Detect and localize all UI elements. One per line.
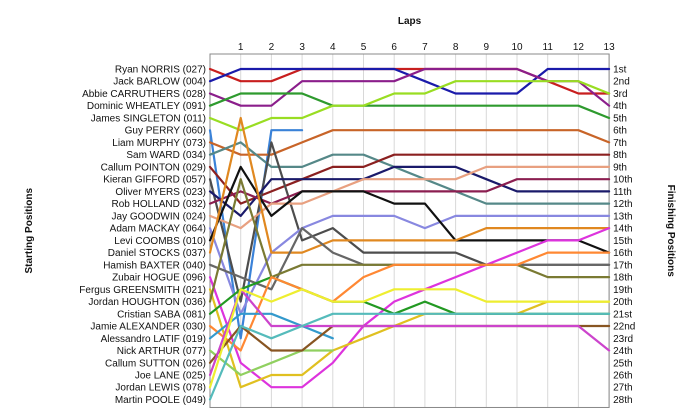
lap-tick-label: 2 bbox=[269, 42, 275, 53]
driver-line-25 bbox=[208, 324, 611, 364]
driver-line-8 bbox=[208, 141, 611, 205]
lap-tick-label: 6 bbox=[391, 42, 397, 53]
lap-tick-label: 5 bbox=[361, 42, 367, 53]
finish-position-label: 16th bbox=[613, 248, 632, 259]
start-position-label: Jamie ALEXANDER (030) bbox=[90, 322, 206, 333]
lap-tick-label: 8 bbox=[453, 42, 459, 53]
chart-title: Laps bbox=[398, 16, 422, 27]
start-position-label: James SINGLETON (011) bbox=[91, 113, 206, 124]
finish-position-label: 12th bbox=[613, 199, 632, 210]
finish-position-label: 20th bbox=[613, 297, 632, 308]
start-position-label: Abbie CARRUTHERS (028) bbox=[82, 89, 206, 100]
finish-position-label: 23rd bbox=[613, 334, 633, 345]
driver-line-19 bbox=[208, 288, 611, 389]
driver-line-7 bbox=[208, 129, 611, 156]
start-position-label: Jay GOODWIN (024) bbox=[112, 211, 206, 222]
start-position-label: Oliver MYERS (023) bbox=[115, 187, 206, 198]
driver-line-11 bbox=[208, 165, 611, 217]
start-position-label: Ryan NORRIS (027) bbox=[115, 65, 206, 76]
finish-position-label: 17th bbox=[613, 260, 632, 271]
start-position-label: Martin POOLE (049) bbox=[115, 395, 206, 406]
start-position-label: Levi COOMBS (010) bbox=[114, 236, 206, 247]
lap-tick-label: 13 bbox=[604, 42, 616, 53]
start-position-label: Dominic WHEATLEY (091) bbox=[87, 101, 206, 112]
finish-position-label: 8th bbox=[613, 150, 627, 161]
lap-tick-label: 12 bbox=[573, 42, 585, 53]
lap-tick-label: 11 bbox=[543, 42, 554, 53]
driver-line-3 bbox=[208, 67, 611, 107]
start-position-label: Callum POINTON (029) bbox=[101, 162, 206, 173]
driver-line-26 bbox=[208, 288, 611, 377]
finish-position-label: 27th bbox=[613, 383, 632, 394]
lap-tick-label: 4 bbox=[330, 42, 336, 53]
start-position-label: Rob HOLLAND (032) bbox=[112, 199, 206, 210]
start-position-label: Jack BARLOW (004) bbox=[113, 77, 206, 88]
start-position-label: Liam MURPHY (073) bbox=[112, 138, 206, 149]
finish-position-label: 6th bbox=[613, 126, 627, 137]
finish-position-label: 25th bbox=[613, 358, 632, 369]
start-position-label: Cristian SABA (081) bbox=[117, 309, 206, 320]
start-position-label: Kieran GIFFORD (057) bbox=[103, 175, 206, 186]
driver-line-12 bbox=[208, 178, 611, 205]
driver-line-15 bbox=[208, 165, 611, 254]
driver-line-22 bbox=[208, 251, 611, 352]
driver-line-4 bbox=[208, 92, 611, 120]
finish-position-label: 3rd bbox=[613, 89, 627, 100]
driver-line-13 bbox=[208, 165, 611, 230]
grid bbox=[209, 53, 610, 408]
finish-position-label: 21st bbox=[613, 309, 632, 320]
driver-line-6 bbox=[208, 129, 304, 340]
driver-line-9 bbox=[208, 153, 611, 205]
finish-position-label: 7th bbox=[613, 138, 627, 149]
lap-tick-label: 7 bbox=[422, 42, 428, 53]
lap-tick-label: 10 bbox=[511, 42, 523, 53]
start-position-label: Jordan LEWIS (078) bbox=[115, 383, 206, 394]
start-position-label: Jordan HOUGHTON (036) bbox=[88, 297, 206, 308]
driver-line-24 bbox=[208, 349, 334, 377]
driver-line-14 bbox=[208, 214, 611, 315]
start-position-label: Alessandro LATIF (019) bbox=[101, 334, 206, 345]
driver-line-27 bbox=[208, 288, 611, 389]
start-position-label: Joe LANE (025) bbox=[135, 371, 206, 382]
start-position-label: Daniel STOCKS (037) bbox=[108, 248, 206, 259]
finish-position-label: 14th bbox=[613, 224, 632, 235]
start-position-label: Zubair HOGUE (096) bbox=[112, 273, 206, 284]
lap-tick-label: 1 bbox=[238, 42, 244, 53]
driver-line-16 bbox=[208, 116, 611, 254]
finish-position-label: 26th bbox=[613, 371, 632, 382]
start-position-label: Fergus GREENSMITH (021) bbox=[79, 285, 206, 296]
start-position-label: Adam MACKAY (064) bbox=[110, 224, 206, 235]
finish-position-label: 15th bbox=[613, 236, 632, 247]
finish-position-label: 22nd bbox=[613, 322, 635, 333]
y-axis-left-title: Starting Positions bbox=[24, 188, 35, 274]
start-position-label: Nick ARTHUR (077) bbox=[117, 346, 206, 357]
series-lines bbox=[208, 67, 611, 401]
driver-line-18 bbox=[208, 227, 611, 389]
plot-frame bbox=[209, 53, 610, 408]
driver-line-5 bbox=[208, 80, 611, 132]
finish-position-label: 13th bbox=[613, 211, 632, 222]
finish-position-label: 10th bbox=[613, 175, 632, 186]
start-position-label: Hamish BAXTER (040) bbox=[103, 260, 206, 271]
finish-position-label: 4th bbox=[613, 101, 627, 112]
driver-line-28 bbox=[208, 312, 611, 401]
start-position-label: Callum SUTTON (026) bbox=[105, 358, 206, 369]
finish-position-label: 28th bbox=[613, 395, 632, 406]
start-position-label: Guy PERRY (060) bbox=[125, 126, 206, 137]
finish-position-label: 5th bbox=[613, 113, 627, 124]
lap-tick-label: 3 bbox=[299, 42, 305, 53]
finish-position-label: 2nd bbox=[613, 77, 630, 88]
lap-tick-label: 9 bbox=[484, 42, 490, 53]
finish-position-label: 9th bbox=[613, 162, 627, 173]
finish-position-label: 19th bbox=[613, 285, 632, 296]
finish-position-label: 18th bbox=[613, 273, 632, 284]
y-axis-right-title: Finishing Positions bbox=[665, 185, 676, 278]
finish-position-label: 24th bbox=[613, 346, 632, 357]
finish-position-label: 1st bbox=[613, 65, 627, 76]
start-position-label: Sam WARD (034) bbox=[126, 150, 206, 161]
finish-position-label: 11th bbox=[613, 187, 632, 198]
